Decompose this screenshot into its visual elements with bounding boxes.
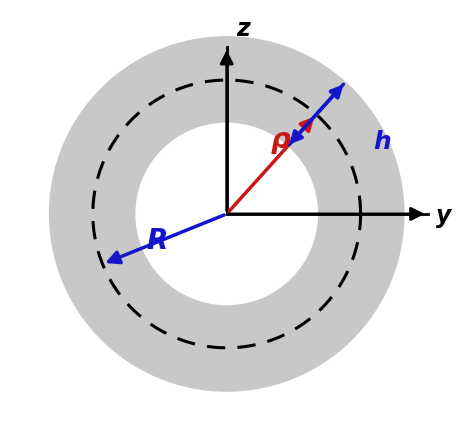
Text: z: z bbox=[236, 17, 250, 41]
Text: y: y bbox=[436, 204, 451, 228]
Text: ρ: ρ bbox=[270, 126, 290, 154]
Text: R: R bbox=[146, 227, 167, 255]
Text: h: h bbox=[373, 130, 391, 154]
Circle shape bbox=[136, 123, 317, 304]
Circle shape bbox=[50, 37, 404, 391]
